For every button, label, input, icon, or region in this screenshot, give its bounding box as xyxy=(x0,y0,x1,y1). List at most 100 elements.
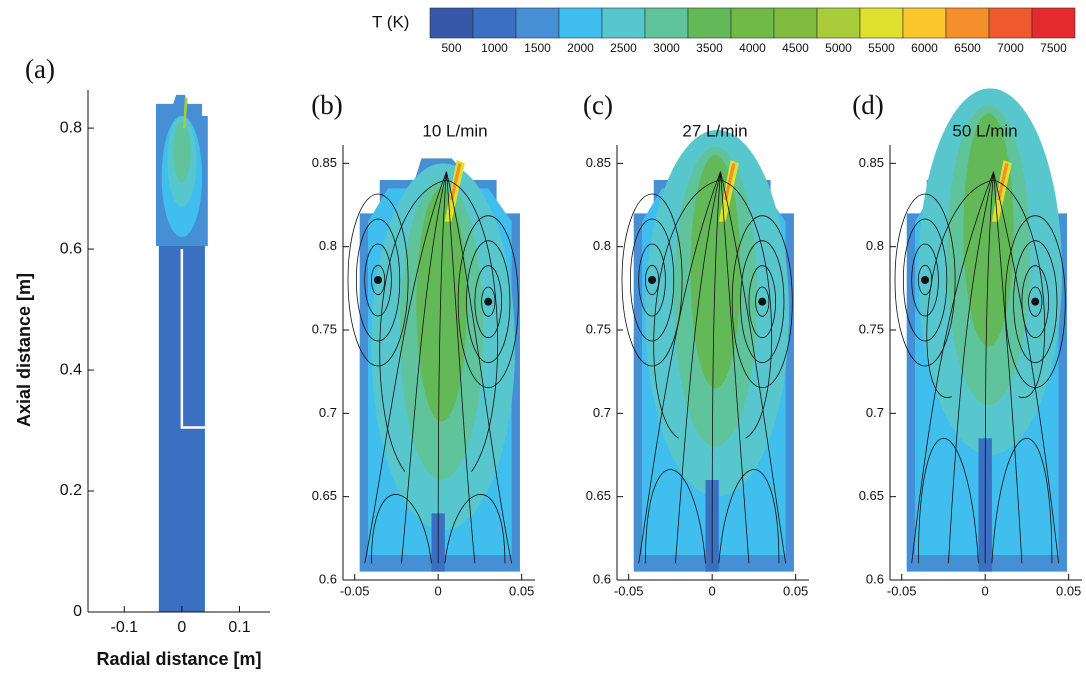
vortex-line xyxy=(902,218,948,342)
vortex-line xyxy=(370,264,386,296)
x-tick-label: 0.05 xyxy=(1056,583,1081,598)
streamline xyxy=(917,437,979,564)
y-tick-label: 0.8 xyxy=(866,238,884,253)
streamline xyxy=(993,171,1023,564)
vortex-line xyxy=(364,243,392,317)
panel-label: (a) xyxy=(25,54,55,84)
y-tick-label: 0.8 xyxy=(593,238,611,253)
colorbar-tick-label: 1000 xyxy=(481,41,508,55)
streamline xyxy=(446,171,476,564)
colorbar-box xyxy=(730,7,775,39)
vortex-line xyxy=(1013,240,1058,364)
colorbar-tick-label: 7500 xyxy=(1040,41,1067,55)
vortex-line xyxy=(755,286,770,317)
colorbar-tick-label: 2500 xyxy=(610,41,637,55)
y-tick-label: 0.85 xyxy=(586,155,611,170)
plot-area xyxy=(155,94,208,612)
streamline xyxy=(991,437,1053,564)
vortex-line xyxy=(638,243,666,317)
streamline xyxy=(638,171,721,564)
colorbar-tick-label: 4500 xyxy=(782,41,809,55)
colorbar-box xyxy=(859,7,904,39)
vortex-line xyxy=(748,265,777,339)
contour-region xyxy=(723,163,736,200)
contour-region xyxy=(449,163,462,200)
vortex-line xyxy=(347,193,409,367)
panel-label: (d) xyxy=(852,90,883,120)
vortex-core xyxy=(758,297,767,306)
x-axis-label: Radial distance [m] xyxy=(96,649,261,669)
vortex-line xyxy=(474,265,503,339)
y-tick-label: 0.8 xyxy=(60,119,82,136)
vortex-core xyxy=(374,276,383,284)
plot-area xyxy=(894,88,1067,572)
contour-region xyxy=(183,97,188,129)
streamline xyxy=(911,171,994,564)
vortex-core xyxy=(484,297,493,306)
colorbar-box xyxy=(1031,7,1076,39)
streamline xyxy=(444,494,506,564)
colorbar-tick-label: 6000 xyxy=(911,41,938,55)
contour-region xyxy=(996,163,1009,200)
panel-title: 50 L/min xyxy=(952,121,1017,140)
vortex-line xyxy=(481,286,496,317)
y-tick-label: 0.8 xyxy=(319,238,337,253)
y-tick-label: 0.7 xyxy=(319,405,337,420)
x-tick-label: 0 xyxy=(709,583,716,598)
vortex-line xyxy=(457,215,519,389)
streamline xyxy=(446,179,499,472)
contour-region xyxy=(416,188,467,422)
streamline xyxy=(675,171,721,564)
streamline xyxy=(653,179,721,439)
colorbar-box xyxy=(902,7,947,39)
colorbar-box xyxy=(429,7,474,39)
vortex-line xyxy=(894,193,956,367)
x-tick-label: 0 xyxy=(435,583,442,598)
streamline xyxy=(993,171,1060,564)
streamline xyxy=(446,171,513,564)
vortex-line xyxy=(644,264,660,296)
colorbar-box xyxy=(988,7,1033,39)
streamline xyxy=(948,171,994,564)
colorbar-tick-label: 5000 xyxy=(825,41,852,55)
streamline xyxy=(644,469,706,564)
y-tick-label: 0.4 xyxy=(60,361,82,378)
y-tick-label: 0.7 xyxy=(593,405,611,420)
x-tick-label: -0.05 xyxy=(614,583,644,598)
plot-area xyxy=(347,158,520,572)
streamline xyxy=(364,171,447,564)
y-tick-label: 0.65 xyxy=(586,488,611,503)
vortex-line xyxy=(731,215,793,389)
x-tick-label: 0.05 xyxy=(509,583,534,598)
colorbar-tick-label: 1500 xyxy=(524,41,551,55)
y-tick-label: 0.2 xyxy=(60,482,82,499)
y-tick-label: 0.85 xyxy=(312,155,337,170)
x-tick-label: 0 xyxy=(177,619,186,636)
panel-label: (b) xyxy=(311,90,342,120)
y-tick-label: 0.65 xyxy=(859,488,884,503)
streamline xyxy=(984,171,994,564)
plot-area xyxy=(621,130,794,572)
x-tick-label: 0 xyxy=(982,583,989,598)
colorbar-tick-label: 4000 xyxy=(739,41,766,55)
x-tick-label: -0.05 xyxy=(340,583,370,598)
colorbar-box xyxy=(773,7,818,39)
vortex-line xyxy=(466,240,511,364)
streamline xyxy=(720,171,787,564)
colorbar-tick-label: 3500 xyxy=(696,41,723,55)
colorbar-box xyxy=(945,7,990,39)
panel-title: 10 L/min xyxy=(422,121,487,140)
y-tick-label: 0.75 xyxy=(586,321,611,336)
vortex-core xyxy=(921,276,930,284)
vortex-core xyxy=(648,276,657,284)
streamline xyxy=(370,494,432,564)
vortex-core xyxy=(1031,297,1040,306)
colorbar-box xyxy=(601,7,646,39)
wall-line xyxy=(180,249,205,429)
colorbar-box xyxy=(558,7,603,39)
contour-region xyxy=(173,122,191,183)
x-tick-label: -0.05 xyxy=(887,583,917,598)
vortex-line xyxy=(911,243,939,317)
vortex-line xyxy=(1021,265,1050,339)
x-tick-label: 0.05 xyxy=(783,583,808,598)
